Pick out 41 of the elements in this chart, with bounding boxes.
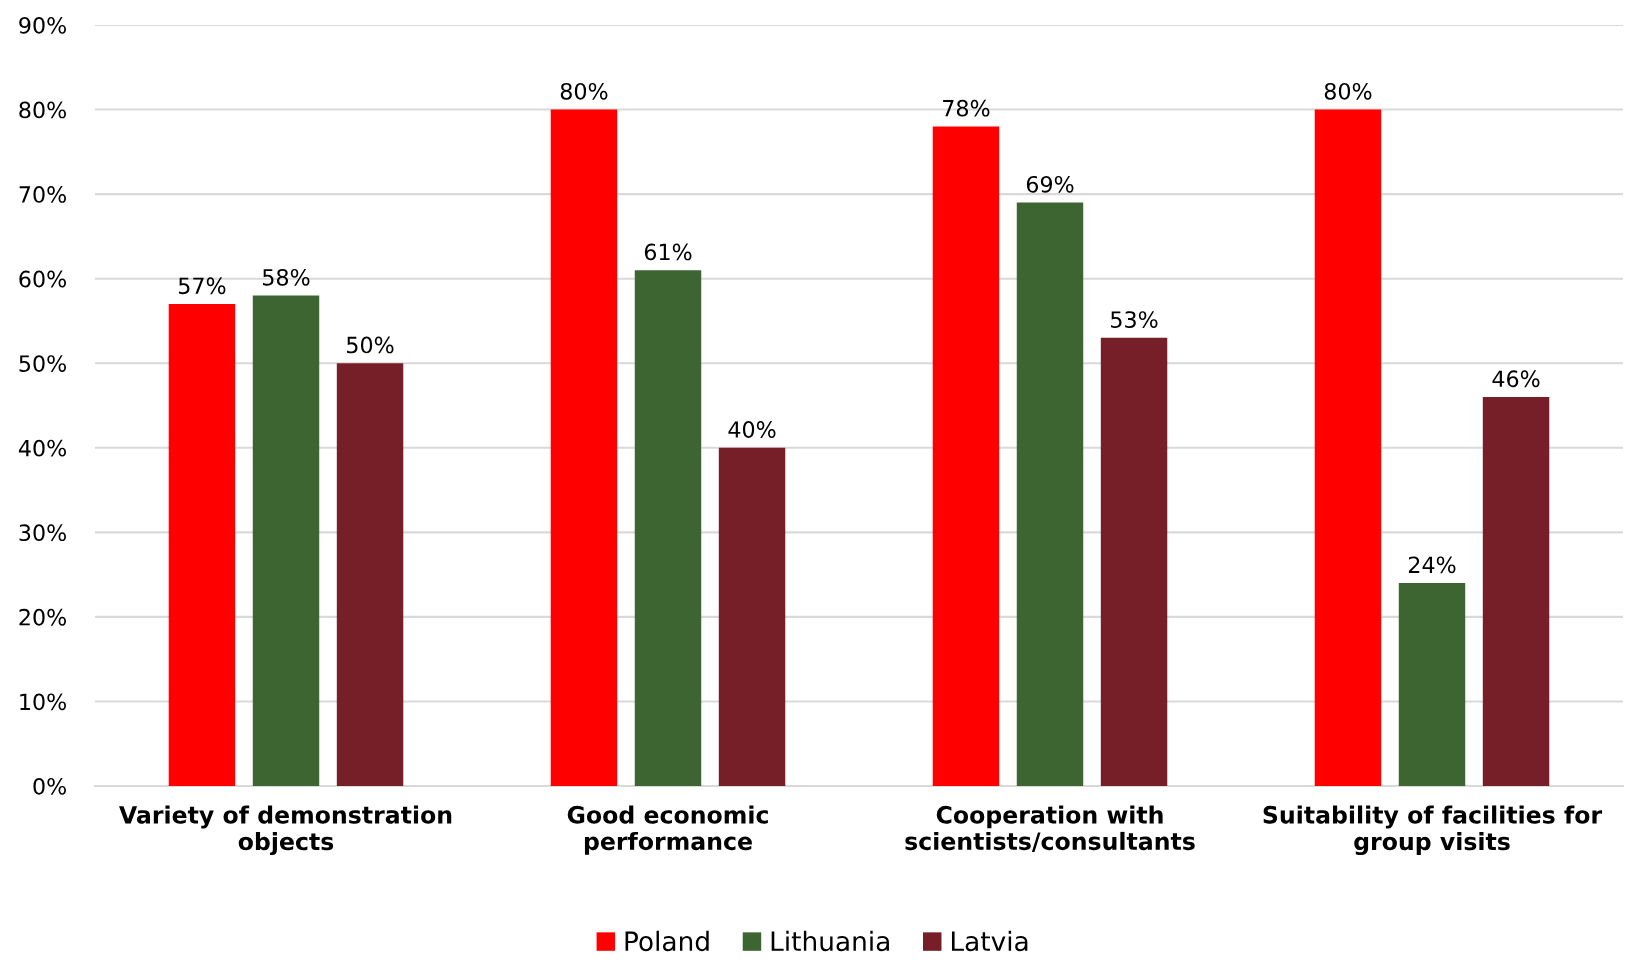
x-tick-label: Good economic performance <box>567 805 768 855</box>
bar <box>1314 109 1382 786</box>
data-label: 24% <box>1408 556 1456 574</box>
data-label: 46% <box>1492 370 1540 388</box>
data-label: 61% <box>644 243 692 261</box>
data-label: 80% <box>560 82 608 100</box>
data-label: 58% <box>263 268 310 286</box>
legend-label: Lithuania <box>771 930 889 952</box>
bar <box>550 109 618 786</box>
bar <box>1016 202 1084 786</box>
data-label: 57% <box>178 277 226 295</box>
data-label: 78% <box>943 99 990 117</box>
y-tick-label: 80% <box>19 101 66 119</box>
bar <box>336 363 404 786</box>
legend-label: Latvia <box>951 930 1028 952</box>
bar <box>634 270 702 786</box>
x-tick-label: Cooperation with scientists/consultants <box>905 805 1195 853</box>
y-tick-label: 70% <box>19 186 66 203</box>
x-tick-label: Variety of demonstration objects <box>119 805 452 856</box>
bar <box>1100 337 1168 786</box>
data-label: 40% <box>728 421 776 438</box>
y-tick-label: 20% <box>19 608 66 626</box>
bar <box>252 295 320 786</box>
bar <box>932 126 1000 786</box>
legend-label: Poland <box>625 930 709 952</box>
data-label: 69% <box>1026 175 1074 193</box>
x-tick-label: Suitability of facilities for group visits <box>1263 805 1603 856</box>
data-label: 53% <box>1111 311 1158 328</box>
y-tick-label: 0% <box>33 777 66 795</box>
y-tick-label: 50% <box>19 355 66 372</box>
y-tick-label: 40% <box>18 439 66 457</box>
bar <box>1398 583 1466 786</box>
data-label: 80% <box>1324 82 1372 100</box>
y-tick-label: 30% <box>19 524 66 542</box>
bar <box>718 447 786 786</box>
data-label: 50% <box>347 336 394 354</box>
y-tick-label: 10% <box>20 693 66 711</box>
y-tick-label: 60% <box>19 270 66 288</box>
bar <box>168 304 236 786</box>
bar <box>1482 397 1550 786</box>
y-tick-label: 90% <box>19 16 66 34</box>
